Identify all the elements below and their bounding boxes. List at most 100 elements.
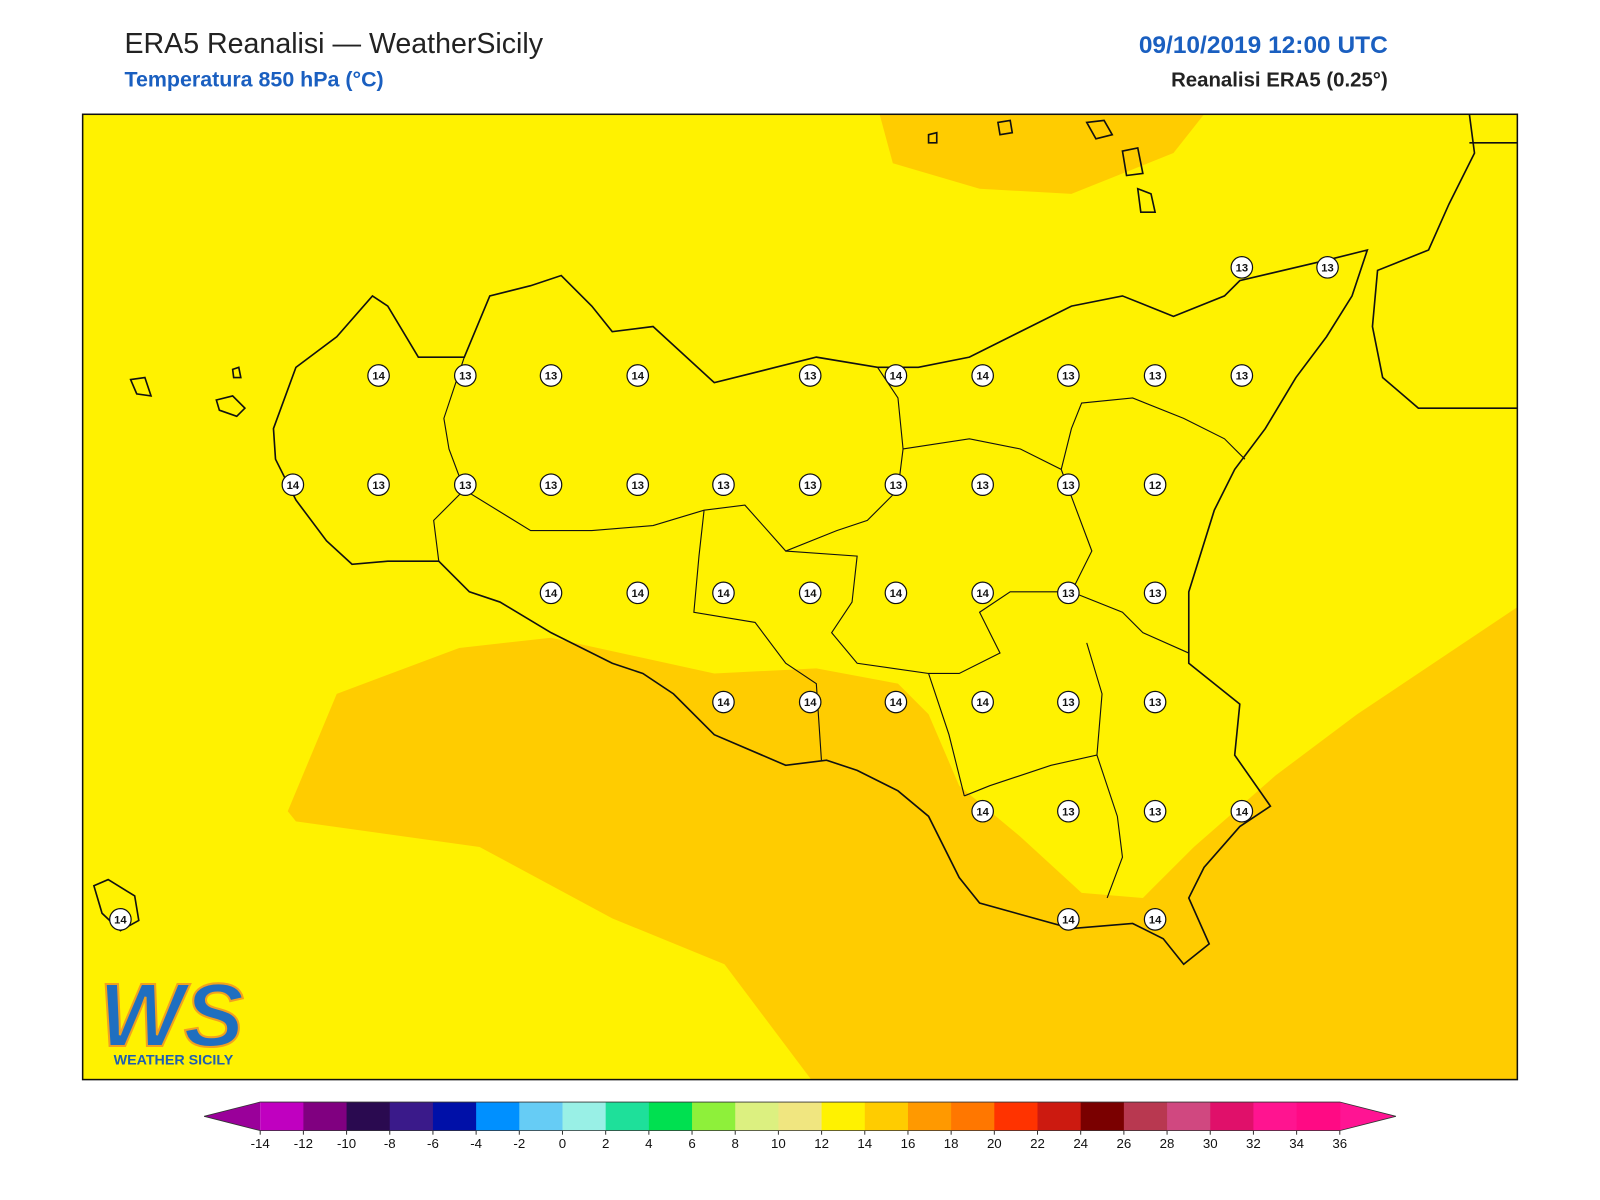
station-marker — [539, 473, 563, 497]
station-marker — [971, 799, 994, 823]
colorbar-tick-label: 0 — [559, 1136, 566, 1151]
station-value: 14 — [1149, 914, 1162, 926]
station-value: 14 — [632, 371, 645, 383]
colorbar-segment — [389, 1102, 434, 1131]
station-marker — [798, 690, 822, 714]
colorbar-segment — [1080, 1102, 1125, 1131]
calabria-coastline — [1371, 114, 1518, 409]
colorbar-tick-label: 24 — [1073, 1136, 1088, 1151]
station-value: 12 — [1149, 480, 1161, 492]
station-value: 13 — [372, 480, 384, 492]
station-marker — [712, 581, 735, 605]
station-value: 14 — [717, 697, 730, 709]
station-value: 13 — [545, 371, 557, 383]
colorbar-tick-label: -2 — [513, 1136, 525, 1151]
colorbar-segment — [303, 1102, 348, 1131]
station-value: 13 — [1149, 371, 1161, 383]
colorbar-segment — [519, 1102, 563, 1131]
colorbar-tick-label: -4 — [470, 1136, 482, 1151]
colorbar-segment — [735, 1102, 779, 1131]
station-marker — [971, 364, 994, 387]
station-marker — [971, 581, 994, 605]
station-value: 14 — [976, 697, 989, 709]
station-marker — [367, 473, 390, 497]
colorbar-segment — [821, 1102, 866, 1131]
station-marker — [1057, 690, 1080, 714]
station-marker — [626, 581, 650, 605]
station-value: 13 — [1149, 588, 1161, 600]
station-value: 13 — [1236, 371, 1248, 383]
station-value: 13 — [1062, 371, 1074, 383]
station-value: 14 — [287, 480, 300, 492]
station-value: 14 — [717, 588, 730, 600]
station-marker — [1230, 364, 1254, 387]
station-marker — [1143, 364, 1167, 387]
station-marker — [539, 581, 563, 605]
station-value: 14 — [976, 371, 989, 383]
colorbar-segment — [260, 1102, 304, 1131]
colorbar-tick-label: -12 — [294, 1136, 313, 1151]
colorbar-tick-label: 20 — [987, 1136, 1002, 1151]
colorbar-tick-label: 2 — [602, 1136, 609, 1151]
station-value: 14 — [632, 588, 645, 600]
station-value: 14 — [976, 588, 989, 600]
colorbar-segment — [346, 1102, 391, 1131]
colorbar-tick-label: -6 — [427, 1136, 439, 1151]
station-value: 14 — [1062, 914, 1075, 926]
logo-name: WEATHER SICILY — [114, 1052, 234, 1068]
source: Reanalisi ERA5 (0.25°) — [1171, 70, 1388, 92]
colorbar-tick-label: 32 — [1246, 1136, 1261, 1151]
colorbar-segment — [562, 1102, 607, 1131]
colorbar-tick-label: 36 — [1332, 1136, 1347, 1151]
station-marker — [1230, 799, 1254, 823]
station-value: 13 — [1062, 806, 1074, 818]
station-marker — [1143, 908, 1167, 931]
station-marker — [884, 581, 908, 605]
station-marker — [884, 473, 908, 497]
station-value: 14 — [890, 371, 903, 383]
colorbar-segment — [951, 1102, 995, 1131]
colorbar-segment — [1253, 1102, 1298, 1131]
station-value: 13 — [1236, 262, 1248, 274]
station-value: 14 — [890, 697, 903, 709]
station-value: 14 — [804, 697, 817, 709]
station-marker — [884, 690, 908, 714]
station-marker — [798, 364, 822, 387]
colorbar-segment — [994, 1102, 1039, 1131]
station-value: 13 — [804, 371, 816, 383]
station-marker — [1143, 799, 1167, 823]
station-marker — [1143, 690, 1167, 714]
station-marker — [884, 364, 908, 387]
station-value: 13 — [545, 480, 557, 492]
datetime: 09/10/2019 12:00 UTC — [1139, 32, 1388, 59]
colorbar: -14 -12 -10 -8 -6 -4 -2 0 2 4 6 8 10 12 14 16 18 20 22 24 26… — [203, 1101, 1397, 1151]
warm-zone — [287, 607, 1518, 1080]
sicily-coastline — [272, 248, 1369, 966]
colorbar-tick-label: 30 — [1203, 1136, 1218, 1151]
station-value: 14 — [1236, 806, 1249, 818]
colorbar-segment — [1167, 1102, 1211, 1131]
station-value: 13 — [459, 371, 471, 383]
colorbar-tick-label: 14 — [857, 1136, 872, 1151]
station-marker — [798, 473, 822, 497]
station-marker — [971, 473, 994, 497]
station-marker — [626, 364, 650, 387]
title: ERA5 Reanalisi — WeatherSicily — [124, 28, 543, 60]
station-marker — [1057, 364, 1080, 387]
colorbar-segment — [432, 1102, 477, 1131]
colorbar-tick-label: 12 — [814, 1136, 829, 1151]
warm-zone — [879, 114, 1205, 194]
station-marker — [1057, 581, 1080, 605]
colorbar-segment — [1123, 1102, 1168, 1131]
station-marker — [1057, 473, 1080, 497]
colorbar-segment — [692, 1102, 736, 1131]
island — [92, 119, 1157, 932]
station-value: 13 — [1062, 697, 1074, 709]
station-value: 13 — [717, 480, 729, 492]
station-marker — [109, 908, 132, 931]
colorbar-tick-label: -14 — [251, 1136, 270, 1151]
station-marker — [971, 690, 994, 714]
colorbar-segment — [476, 1102, 520, 1131]
